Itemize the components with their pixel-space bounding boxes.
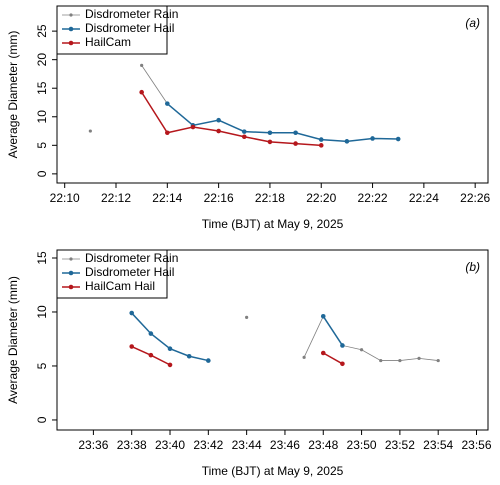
- y-tick-label: 20: [35, 53, 49, 67]
- legend-point: [68, 270, 74, 276]
- series-point: [436, 358, 440, 363]
- x-tick-label: 22:20: [306, 191, 336, 205]
- legend-point: [68, 26, 74, 32]
- series-point: [318, 143, 324, 148]
- y-tick-label: 5: [35, 362, 49, 369]
- x-tick-label: 22:18: [255, 191, 285, 205]
- series-point: [302, 355, 306, 359]
- series-point: [165, 130, 170, 136]
- series-point: [267, 130, 273, 136]
- series-point: [241, 129, 247, 134]
- y-tick-label: 0: [35, 416, 49, 423]
- series-point: [340, 361, 345, 367]
- y-axis-label: Average Diameter (mm): [6, 276, 20, 404]
- series-point: [165, 101, 170, 106]
- y-tick-label: 15: [35, 81, 49, 95]
- series-point: [245, 315, 249, 319]
- y-tick-label: 25: [35, 24, 49, 38]
- x-tick-label: 23:56: [461, 438, 491, 452]
- series-point: [318, 137, 324, 142]
- series-line: [141, 91, 322, 147]
- x-axis-label: Time (BJT) at May 9, 2025: [202, 464, 344, 478]
- series-point: [167, 346, 173, 351]
- x-tick-label: 23:42: [193, 438, 223, 452]
- y-tick-label: 15: [35, 251, 49, 265]
- series-point: [129, 344, 135, 349]
- x-tick-label: 22:14: [152, 191, 182, 205]
- series-point: [359, 348, 364, 352]
- legend-point: [69, 13, 73, 17]
- legend-label: Disdrometer Hail: [85, 21, 174, 35]
- x-tick-label: 23:36: [78, 438, 108, 452]
- x-tick-label: 22:24: [409, 191, 439, 205]
- series-point: [139, 89, 144, 95]
- series-point: [395, 136, 401, 142]
- x-tick-label: 23:40: [155, 438, 185, 452]
- series-point: [320, 350, 326, 356]
- series-point: [320, 313, 326, 319]
- series-point: [190, 124, 196, 130]
- legend-label: Disdrometer Rain: [85, 251, 178, 265]
- series-line: [322, 315, 344, 346]
- panel-label: (b): [465, 260, 480, 274]
- x-tick-label: 23:50: [347, 438, 377, 452]
- legend-point: [68, 284, 74, 290]
- y-tick-label: 10: [35, 110, 49, 124]
- x-tick-label: 22:12: [101, 191, 131, 205]
- x-tick-label: 23:44: [232, 438, 262, 452]
- x-tick-label: 23:52: [385, 438, 415, 452]
- series-point: [216, 128, 221, 134]
- series-point: [340, 343, 345, 348]
- series-point: [186, 353, 192, 359]
- x-tick-label: 22:26: [460, 191, 490, 205]
- series-point: [398, 358, 402, 363]
- series-line: [166, 103, 399, 143]
- series-line: [131, 312, 209, 362]
- y-axis-label: Average Diameter (mm): [6, 31, 20, 159]
- series-point: [417, 356, 421, 361]
- series-point: [379, 358, 383, 363]
- y-tick-label: 10: [35, 305, 49, 319]
- legend-box: [56, 249, 168, 299]
- x-tick-label: 22:22: [358, 191, 388, 205]
- series-point: [88, 129, 92, 133]
- legend-label: Disdrometer Rain: [85, 7, 178, 21]
- panel-label: (a): [465, 16, 480, 30]
- plot-frame: [56, 5, 489, 184]
- series-point: [148, 352, 154, 358]
- series-point: [167, 362, 173, 368]
- x-axis-label: Time (BJT) at May 9, 2025: [202, 217, 344, 231]
- series-point: [370, 136, 375, 141]
- series-point: [216, 117, 221, 123]
- legend-box: [56, 5, 168, 55]
- series-line: [322, 352, 343, 365]
- x-tick-label: 23:46: [270, 438, 300, 452]
- series-point: [267, 139, 273, 145]
- legend-label: HailCam Hail: [85, 279, 155, 293]
- x-tick-label: 23:38: [117, 438, 147, 452]
- series-point: [293, 141, 298, 146]
- plot-frame: [56, 249, 489, 431]
- legend-point: [68, 40, 74, 46]
- x-tick-label: 22:10: [50, 191, 80, 205]
- x-tick-label: 22:16: [204, 191, 234, 205]
- series-point: [129, 310, 135, 316]
- series-point: [293, 130, 298, 136]
- x-tick-label: 23:54: [423, 438, 453, 452]
- y-tick-label: 5: [35, 142, 49, 149]
- series-point: [148, 331, 154, 336]
- legend-point: [69, 257, 73, 261]
- series-line: [141, 65, 168, 104]
- legend-label: HailCam: [85, 35, 131, 49]
- y-tick-label: 0: [35, 170, 49, 177]
- series-point: [344, 139, 350, 144]
- series-point: [241, 134, 247, 140]
- series-point: [140, 63, 144, 67]
- legend-label: Disdrometer Hail: [85, 265, 174, 279]
- x-tick-label: 23:48: [308, 438, 338, 452]
- series-point: [206, 358, 211, 363]
